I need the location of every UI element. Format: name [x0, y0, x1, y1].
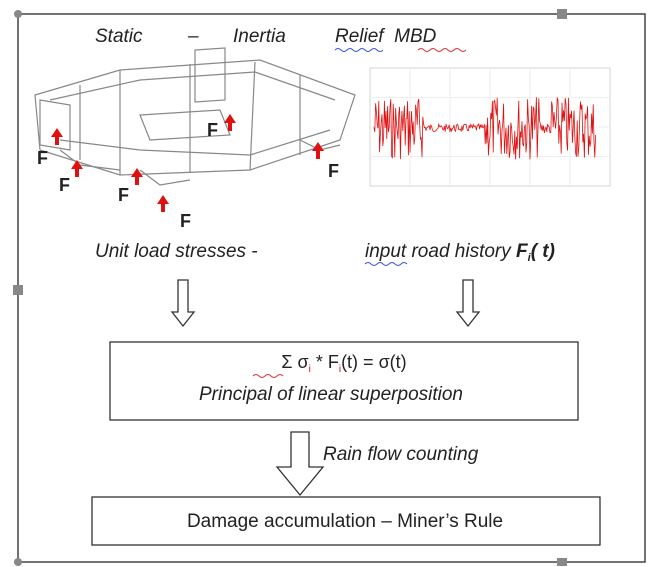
formula-rest: (t) = σ(t) [341, 352, 407, 372]
force-label: F [118, 185, 129, 205]
header-inertia: Inertia [233, 26, 286, 47]
down-arrow [277, 432, 323, 495]
force-label: F [37, 148, 48, 168]
right-caption: input road history Fi( t) [365, 241, 555, 264]
force-label: F [207, 120, 218, 140]
caption-arg: ( t) [531, 241, 555, 262]
force-label: F [59, 175, 70, 195]
formula-caption: Principal of linear superposition [199, 384, 463, 405]
caption-text: road history [406, 241, 516, 262]
spell-underline [335, 49, 383, 52]
result-text: Damage accumulation – Miner’s Rule [187, 511, 503, 532]
header-relief: Relief MBD [335, 26, 437, 47]
force-label: F [180, 211, 191, 231]
header-dash: – [187, 26, 199, 47]
road-history-plot [370, 68, 610, 186]
formula-sum: Σ σ [281, 352, 308, 372]
force-label: F [328, 161, 339, 181]
chassis-drawing [35, 48, 355, 185]
arrow-label: Rain flow counting [323, 444, 479, 465]
page: {"header": {"static": "Static", "dash": … [0, 0, 659, 567]
spell-underline [418, 49, 466, 52]
left-caption: Unit load stresses - [95, 241, 258, 262]
formula: Σ σi * Fi(t) = σ(t) [281, 352, 406, 375]
spell-underline [365, 263, 407, 266]
formula-mid: * F [311, 352, 339, 372]
diagram: Static – Inertia Relief MBD F F F F F F … [0, 0, 659, 567]
header-static: Static [95, 26, 143, 47]
down-arrow [172, 280, 194, 326]
force-arrows [51, 114, 324, 212]
down-arrow [457, 280, 479, 326]
caption-word: input [365, 241, 407, 262]
